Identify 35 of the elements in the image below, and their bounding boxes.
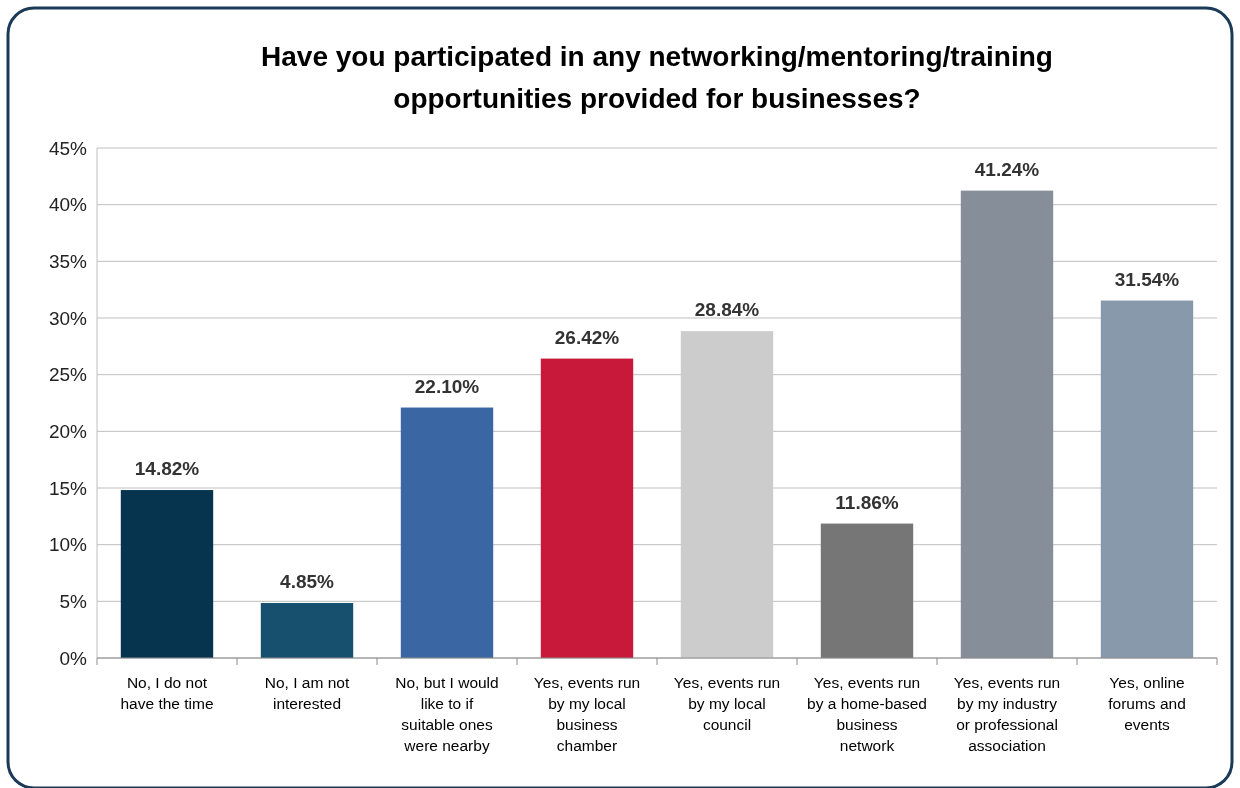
y-tick-label: 30%	[48, 307, 88, 329]
bar	[260, 603, 354, 658]
bar	[120, 490, 214, 658]
bar	[960, 190, 1054, 658]
y-tick-label: 20%	[48, 420, 88, 442]
y-tick-label: 15%	[48, 477, 88, 499]
bar	[540, 358, 634, 658]
chart-title: Have you participated in any networking/mentoring/training opportunities provided for businesses?	[261, 41, 1053, 114]
x-tick-label: No, I am not interested	[264, 674, 350, 712]
bar	[680, 331, 774, 658]
y-tick-label: 40%	[48, 194, 88, 216]
data-label: 22.10%	[414, 375, 480, 397]
x-tick-label: Yes, events run by my local council	[673, 674, 781, 733]
y-tick-label: 5%	[59, 590, 88, 612]
y-tick-label: 25%	[48, 364, 88, 386]
x-tick-label: No, but I would like to if suitable ones were nearby	[395, 674, 499, 754]
y-tick-label: 35%	[48, 250, 88, 272]
x-tick-label: No, I do not have the time	[120, 674, 214, 712]
x-tick-label: Yes, events run by my local business chamber	[533, 674, 641, 754]
data-label: 11.86%	[835, 491, 899, 513]
bar	[400, 407, 494, 658]
x-tick-label: Yes, online forums and events	[1108, 674, 1186, 733]
y-tick-label: 0%	[59, 647, 88, 669]
y-tick-label: 45%	[48, 137, 88, 159]
data-label: 4.85%	[280, 571, 335, 593]
x-tick-label: Yes, events run by a home-based business network	[807, 674, 927, 754]
bar	[820, 523, 914, 658]
data-label: 28.84%	[694, 299, 760, 321]
data-label: 14.82%	[134, 458, 200, 480]
data-label: 41.24%	[974, 158, 1040, 180]
data-label: 26.42%	[554, 326, 620, 348]
data-label: 31.54%	[1114, 268, 1180, 290]
x-tick-label: Yes, events run by my industry or professional association	[953, 674, 1061, 754]
bar	[1100, 300, 1194, 658]
y-tick-label: 10%	[48, 534, 88, 556]
